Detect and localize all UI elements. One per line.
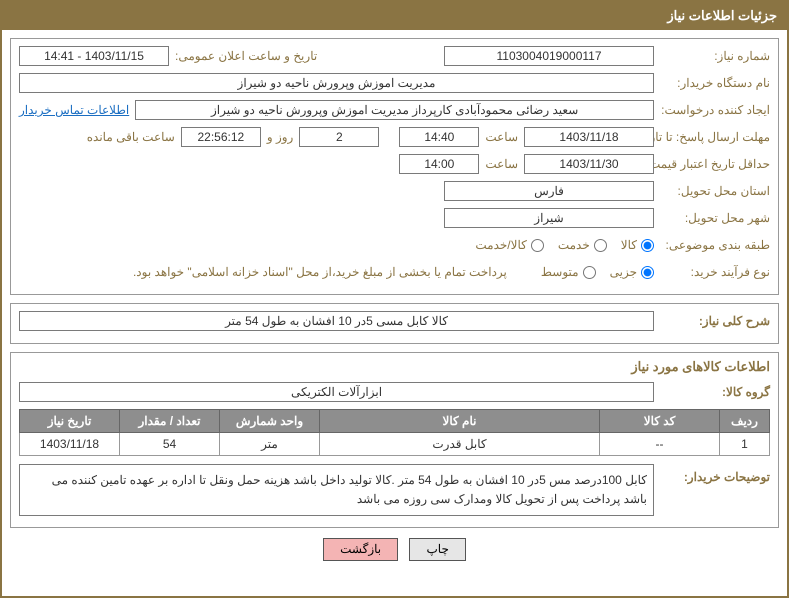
- th-row: ردیف: [720, 410, 770, 433]
- goods-table: ردیف کد کالا نام کالا واحد شمارش تعداد /…: [19, 409, 770, 456]
- goods-info-heading: اطلاعات کالاهای مورد نیاز: [19, 359, 770, 375]
- process-label: نوع فرآیند خرید:: [660, 265, 770, 279]
- requester-label: ایجاد کننده درخواست:: [660, 103, 770, 117]
- buyer-notes-label: توضیحات خریدار:: [660, 464, 770, 484]
- row-province: استان محل تحویل: فارس: [19, 180, 770, 202]
- days-and-label: روز و: [267, 130, 294, 144]
- td-row: 1: [720, 433, 770, 456]
- buyer-notes-value: کابل 100درصد مس 5در 10 افشان به طول 54 م…: [19, 464, 654, 516]
- title-bar: جزئیات اطلاعات نیاز: [2, 2, 787, 30]
- td-date: 1403/11/18: [20, 433, 120, 456]
- need-number-value: 1103004019000117: [444, 46, 654, 66]
- row-category: طبقه بندی موضوعی: کالا خدمت کالا/خدمت: [19, 234, 770, 256]
- general-desc-label: شرح کلی نیاز:: [660, 314, 770, 328]
- category-label: طبقه بندی موضوعی:: [660, 238, 770, 252]
- row-requester: ایجاد کننده درخواست: سعید رضائی محمودآبا…: [19, 99, 770, 121]
- contact-link[interactable]: اطلاعات تماس خریدار: [19, 103, 129, 117]
- general-desc-value: کالا کابل مسی 5در 10 افشان به طول 54 متر: [19, 311, 654, 331]
- need-number-label: شماره نیاز:: [660, 49, 770, 63]
- td-code: --: [600, 433, 720, 456]
- validity-time: 14:00: [399, 154, 479, 174]
- main-container: جزئیات اطلاعات نیاز شماره نیاز: 11030040…: [0, 0, 789, 598]
- row-goods-group: گروه کالا: ابزارآلات الکتریکی: [19, 381, 770, 403]
- row-validity: حداقل تاریخ اعتبار قیمت: تا تاریخ: 1403/…: [19, 153, 770, 175]
- row-city: شهر محل تحویل: شیراز: [19, 207, 770, 229]
- requester-value: سعید رضائی محمودآبادی کارپرداز مدیریت ام…: [135, 100, 654, 120]
- radio-small[interactable]: [641, 266, 654, 279]
- th-unit: واحد شمارش: [220, 410, 320, 433]
- deadline-time: 14:40: [399, 127, 479, 147]
- radio-goods[interactable]: [641, 239, 654, 252]
- city-value: شیراز: [444, 208, 654, 228]
- print-button[interactable]: چاپ: [409, 538, 465, 561]
- cat-goods-label: کالا: [621, 238, 637, 252]
- goods-group-value: ابزارآلات الکتریکی: [19, 382, 654, 402]
- province-label: استان محل تحویل:: [660, 184, 770, 198]
- radio-service[interactable]: [594, 239, 607, 252]
- details-panel: شماره نیاز: 1103004019000117 تاریخ و ساع…: [10, 38, 779, 295]
- time-label-2: ساعت: [485, 157, 518, 171]
- city-label: شهر محل تحویل:: [660, 211, 770, 225]
- goods-group-label: گروه کالا:: [660, 385, 770, 399]
- back-button[interactable]: بازگشت: [323, 538, 398, 561]
- table-row: 1 -- کابل قدرت متر 54 1403/11/18: [20, 433, 770, 456]
- announce-value: 1403/11/15 - 14:41: [19, 46, 169, 66]
- radio-medium[interactable]: [583, 266, 596, 279]
- announce-label: تاریخ و ساعت اعلان عمومی:: [175, 49, 317, 63]
- th-qty: تعداد / مقدار: [120, 410, 220, 433]
- radio-both[interactable]: [531, 239, 544, 252]
- general-desc-panel: شرح کلی نیاز: کالا کابل مسی 5در 10 افشان…: [10, 303, 779, 344]
- buttons-row: چاپ بازگشت: [10, 538, 779, 561]
- row-buyer-notes: توضیحات خریدار: کابل 100درصد مس 5در 10 ا…: [19, 464, 770, 516]
- th-name: نام کالا: [320, 410, 600, 433]
- row-need-number: شماره نیاز: 1103004019000117 تاریخ و ساع…: [19, 45, 770, 67]
- row-deadline: مهلت ارسال پاسخ: تا تاریخ: 1403/11/18 سا…: [19, 126, 770, 148]
- validity-label: حداقل تاریخ اعتبار قیمت: تا تاریخ:: [660, 157, 770, 171]
- row-general-desc: شرح کلی نیاز: کالا کابل مسی 5در 10 افشان…: [19, 310, 770, 332]
- remaining-label: ساعت باقی مانده: [87, 130, 175, 144]
- td-name: کابل قدرت: [320, 433, 600, 456]
- days-remaining: 2: [299, 127, 379, 147]
- th-code: کد کالا: [600, 410, 720, 433]
- province-value: فارس: [444, 181, 654, 201]
- td-unit: متر: [220, 433, 320, 456]
- deadline-date: 1403/11/18: [524, 127, 654, 147]
- buyer-org-value: مدیریت اموزش وپرورش ناحیه دو شیراز: [19, 73, 654, 93]
- countdown: 22:56:12: [181, 127, 261, 147]
- payment-note: پرداخت تمام یا بخشی از مبلغ خرید،از محل …: [133, 265, 507, 279]
- proc-small-label: جزیی: [610, 265, 637, 279]
- goods-info-panel: اطلاعات کالاهای مورد نیاز گروه کالا: ابز…: [10, 352, 779, 528]
- th-date: تاریخ نیاز: [20, 410, 120, 433]
- deadline-label: مهلت ارسال پاسخ: تا تاریخ:: [660, 130, 770, 144]
- content-area: شماره نیاز: 1103004019000117 تاریخ و ساع…: [2, 30, 787, 569]
- buyer-org-label: نام دستگاه خریدار:: [660, 76, 770, 90]
- cat-both-label: کالا/خدمت: [475, 238, 526, 252]
- table-header-row: ردیف کد کالا نام کالا واحد شمارش تعداد /…: [20, 410, 770, 433]
- proc-medium-label: متوسط: [541, 265, 579, 279]
- time-label-1: ساعت: [485, 130, 518, 144]
- td-qty: 54: [120, 433, 220, 456]
- cat-service-label: خدمت: [558, 238, 590, 252]
- validity-date: 1403/11/30: [524, 154, 654, 174]
- row-process: نوع فرآیند خرید: جزیی متوسط پرداخت تمام …: [19, 261, 770, 283]
- row-buyer-org: نام دستگاه خریدار: مدیریت اموزش وپرورش ن…: [19, 72, 770, 94]
